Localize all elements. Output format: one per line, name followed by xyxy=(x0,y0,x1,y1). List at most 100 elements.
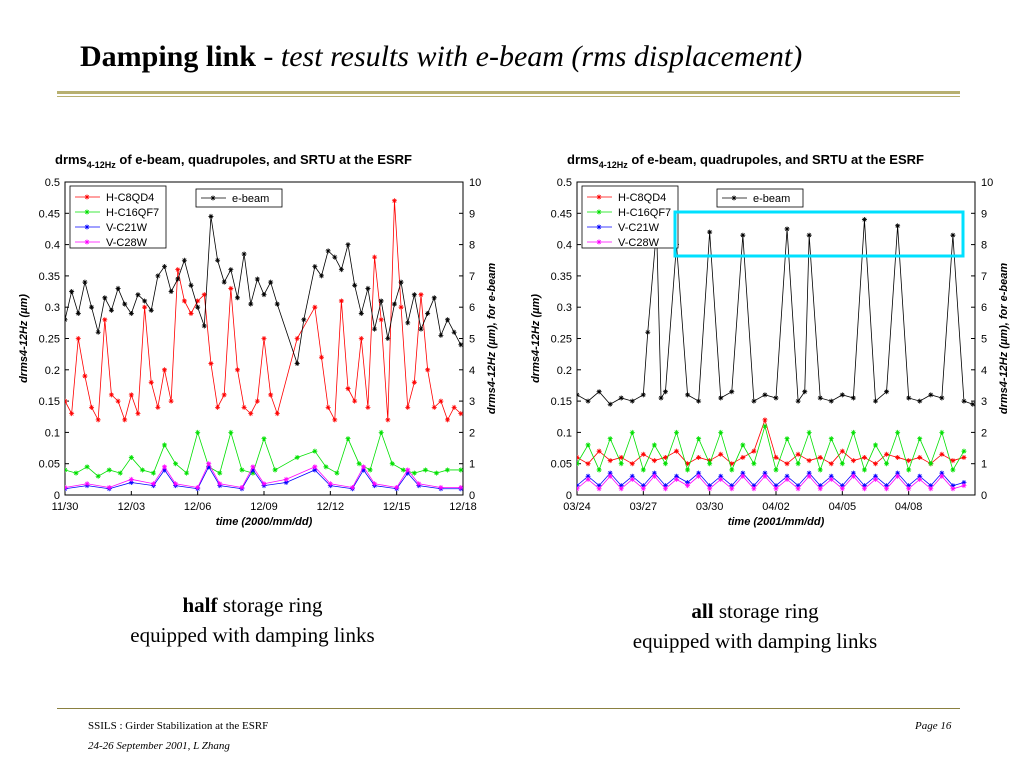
y-tick-label-left: 0.05 xyxy=(39,459,60,471)
point-h-c8qd4 xyxy=(651,458,657,464)
caption-left-line2: equipped with damping links xyxy=(130,623,375,647)
point-v-c28w xyxy=(884,486,890,492)
point-v-c28w xyxy=(195,484,201,490)
point-v-c28w xyxy=(312,464,318,470)
point-h-c8qd4 xyxy=(873,461,878,467)
point-h-c8qd4 xyxy=(585,461,591,467)
point-e-beam xyxy=(398,279,404,285)
point-v-c21w xyxy=(906,483,912,489)
x-axis-label: time (2000/mm/dd) xyxy=(216,516,313,528)
point-e-beam xyxy=(895,223,901,229)
point-v-c21w xyxy=(128,479,134,485)
point-h-c8qd4 xyxy=(674,448,679,454)
point-v-c28w xyxy=(751,486,757,492)
point-v-c28w xyxy=(65,484,68,490)
point-h-c8qd4 xyxy=(850,458,856,464)
y-tick-label-right: 6 xyxy=(981,302,987,314)
legend-marker-v-c21w xyxy=(84,224,90,230)
point-v-c28w xyxy=(773,486,779,492)
y-tick-label-left: 0.35 xyxy=(39,271,60,283)
point-e-beam xyxy=(729,389,735,395)
point-e-beam xyxy=(917,398,923,404)
chart-title: drms4-12Hz of e-beam, quadrupoles, and S… xyxy=(55,152,412,170)
point-v-c28w xyxy=(585,476,591,482)
y-tick-label-left: 0.4 xyxy=(557,240,572,252)
point-e-beam xyxy=(201,323,207,329)
point-e-beam xyxy=(451,329,457,335)
point-h-c8qd4 xyxy=(640,451,646,457)
point-v-c21w xyxy=(817,483,823,489)
point-h-c8qd4 xyxy=(102,317,108,323)
point-h-c8qd4 xyxy=(115,398,121,404)
point-e-beam xyxy=(629,398,635,404)
chart-title: drms4-12Hz of e-beam, quadrupoles, and S… xyxy=(567,152,924,170)
point-h-c8qd4 xyxy=(268,392,274,398)
point-e-beam xyxy=(618,395,624,401)
legend-label-h-c8qd4: H-C8QD4 xyxy=(106,192,154,204)
point-e-beam xyxy=(640,392,646,398)
point-h-c8qd4 xyxy=(274,411,280,417)
point-e-beam xyxy=(181,257,187,263)
point-h-c8qd4 xyxy=(939,451,945,457)
x-tick-label: 11/30 xyxy=(52,501,79,513)
y-axis-label-right: drms4-12Hz (µm), for e-beam xyxy=(998,263,1010,414)
point-h-c8qd4 xyxy=(773,454,779,460)
chart-title-sub: 4-12Hz xyxy=(87,160,117,170)
point-h-c8qd4 xyxy=(108,392,114,398)
point-e-beam xyxy=(75,310,81,316)
point-e-beam xyxy=(795,398,801,404)
point-e-beam xyxy=(338,267,344,273)
point-v-c21w xyxy=(640,483,646,489)
point-h-c8qd4 xyxy=(438,398,444,404)
point-e-beam xyxy=(248,301,254,307)
point-v-c28w xyxy=(239,484,245,490)
point-v-c21w xyxy=(674,473,679,479)
point-h-c16qf7 xyxy=(139,467,145,473)
y-tick-label-left: 0.35 xyxy=(551,271,572,283)
point-h-c16qf7 xyxy=(917,436,923,442)
series-e-beam xyxy=(65,213,463,367)
point-h-c16qf7 xyxy=(895,429,901,435)
point-h-c16qf7 xyxy=(751,461,757,467)
point-v-c21w xyxy=(312,467,318,473)
point-h-c16qf7 xyxy=(294,454,300,460)
point-e-beam xyxy=(208,213,214,219)
point-v-c28w xyxy=(861,486,867,492)
x-tick-label: 12/12 xyxy=(317,501,345,513)
point-v-c28w xyxy=(817,486,823,492)
point-h-c8qd4 xyxy=(352,398,358,404)
y-tick-label-right: 0 xyxy=(469,490,475,502)
point-e-beam xyxy=(102,295,108,301)
legend-label-e-beam: e-beam xyxy=(753,193,790,205)
point-e-beam xyxy=(358,310,364,316)
point-v-c28w xyxy=(596,486,602,492)
point-h-c8qd4 xyxy=(338,298,344,304)
point-e-beam xyxy=(215,257,221,263)
point-h-c8qd4 xyxy=(155,404,161,410)
point-v-c21w xyxy=(784,473,790,479)
point-h-c16qf7 xyxy=(261,436,267,442)
point-h-c8qd4 xyxy=(175,267,181,273)
y-tick-label-right: 4 xyxy=(469,365,475,377)
point-h-c8qd4 xyxy=(75,336,81,341)
point-e-beam xyxy=(762,392,768,398)
legend-marker-e-beam xyxy=(210,195,216,201)
legend-box-right xyxy=(716,188,804,208)
point-h-c8qd4 xyxy=(378,317,384,323)
point-e-beam xyxy=(961,398,967,404)
point-v-c21w xyxy=(928,483,934,489)
point-v-c28w xyxy=(939,473,945,479)
point-h-c8qd4 xyxy=(458,411,463,417)
chart-title-rest: of e-beam, quadrupoles, and SRTU at the … xyxy=(628,152,924,167)
series-h-c8qd4 xyxy=(577,417,967,467)
point-v-c28w xyxy=(640,486,646,492)
point-h-c16qf7 xyxy=(65,467,68,473)
point-h-c8qd4 xyxy=(445,417,451,423)
point-h-c8qd4 xyxy=(391,198,397,204)
point-v-c28w xyxy=(906,486,912,492)
series-line-v-c28w xyxy=(65,462,461,488)
y-tick-label-left: 0.1 xyxy=(45,427,60,439)
point-h-c8qd4 xyxy=(142,304,148,310)
point-e-beam xyxy=(155,273,161,279)
point-h-c8qd4 xyxy=(607,458,613,464)
